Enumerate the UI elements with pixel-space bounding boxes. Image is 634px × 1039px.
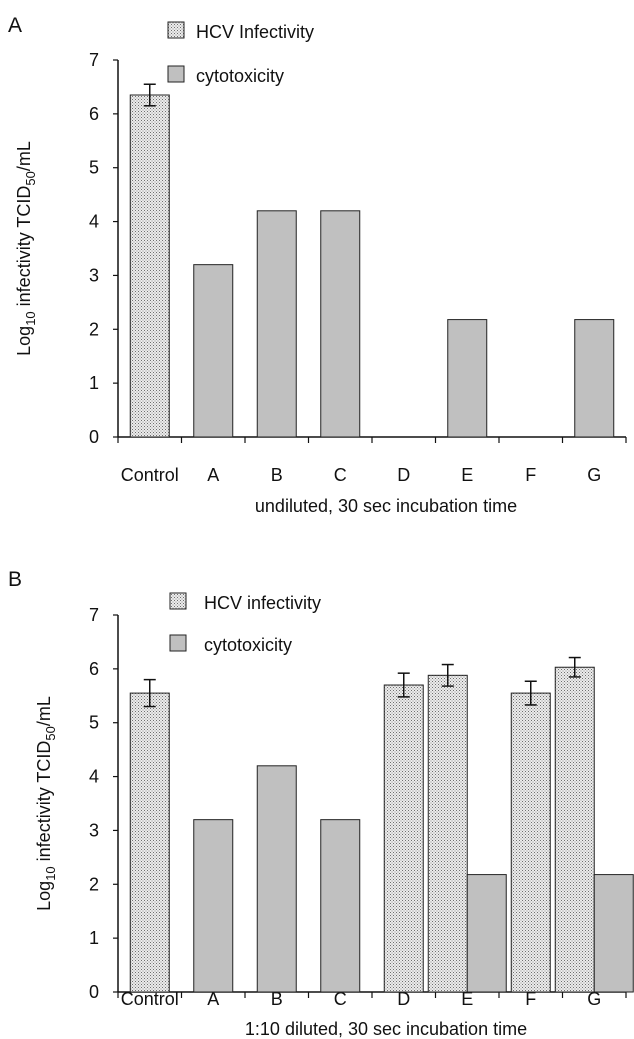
x-axis-title: 1:10 diluted, 30 sec incubation time — [245, 1019, 527, 1039]
y-axis-title-part: /mL — [14, 141, 34, 171]
y-tick-label: 3 — [89, 820, 99, 840]
y-tick-label: 0 — [89, 982, 99, 1002]
legend-label: cytotoxicity — [204, 635, 292, 655]
x-tick-label: B — [271, 989, 283, 1009]
legend-label: HCV infectivity — [204, 593, 321, 613]
legend-label: cytotoxicity — [196, 66, 284, 86]
y-axis-title-part: 50 — [23, 171, 38, 185]
y-tick-label: 1 — [89, 373, 99, 393]
x-tick-label: B — [271, 465, 283, 485]
legend-swatch — [169, 634, 187, 652]
legend-swatch — [167, 21, 185, 39]
y-tick-label: 7 — [89, 50, 99, 70]
x-tick-label: Control — [121, 989, 179, 1009]
bar-hcv-infectivity-control — [129, 692, 170, 993]
y-axis-title: Log10 infectivity TCID50/mL — [14, 141, 38, 356]
legend-swatch — [169, 592, 187, 610]
x-tick-label: C — [334, 989, 347, 1009]
bar-cytotoxicity-c — [320, 819, 361, 993]
x-tick-label: A — [207, 989, 219, 1009]
y-axis-title-part: 10 — [43, 866, 58, 880]
x-tick-label: G — [587, 989, 601, 1009]
y-tick-label: 2 — [89, 874, 99, 894]
x-tick-label: F — [525, 989, 536, 1009]
y-tick-label: 4 — [89, 767, 99, 787]
bar-cytotoxicity-e — [447, 319, 488, 438]
y-axis-title-part: Log — [14, 326, 34, 356]
bar-cytotoxicity-e — [466, 874, 507, 993]
y-tick-label: 6 — [89, 659, 99, 679]
bar-cytotoxicity-c — [320, 210, 361, 438]
panel-label: A — [8, 14, 22, 37]
bar-hcv-infectivity-g — [554, 666, 595, 993]
x-tick-label: D — [397, 989, 410, 1009]
y-tick-label: 5 — [89, 158, 99, 178]
y-tick-label: 6 — [89, 104, 99, 124]
y-tick-label: 0 — [89, 427, 99, 447]
bar-cytotoxicity-b — [256, 765, 297, 993]
chart-panel-A: A 0 1 2 3 4 5 6 7 Control A B C D E F G HCV Infectivity cy… — [8, 14, 627, 516]
y-tick-label: 5 — [89, 713, 99, 733]
y-tick-label: 4 — [89, 212, 99, 232]
y-axis-title-part: Log — [34, 881, 54, 911]
x-tick-label: C — [334, 465, 347, 485]
x-tick-label: D — [397, 465, 410, 485]
y-axis-title-part: 10 — [23, 311, 38, 325]
bar-hcv-infectivity-f — [510, 692, 551, 993]
y-axis-title-part: infectivity TCID — [34, 741, 54, 867]
x-tick-label: G — [587, 465, 601, 485]
bar-hcv-infectivity-control — [129, 94, 170, 438]
x-tick-label: E — [461, 465, 473, 485]
y-axis-title-part: 50 — [43, 726, 58, 740]
x-tick-label: F — [525, 465, 536, 485]
legend-label: HCV Infectivity — [196, 22, 314, 42]
bar-cytotoxicity-b — [256, 210, 297, 438]
y-axis-title-part: /mL — [34, 696, 54, 726]
bar-cytotoxicity-g — [574, 319, 615, 438]
legend-swatch — [167, 65, 185, 83]
chart-panel-B: B 0 1 2 3 4 5 6 7 Control A B C D E F G HCV infectivity cy… — [8, 568, 634, 1039]
y-axis-title-part: infectivity TCID — [14, 186, 34, 312]
y-tick-label: 2 — [89, 319, 99, 339]
y-tick-label: 3 — [89, 265, 99, 285]
y-tick-label: 7 — [89, 605, 99, 625]
x-tick-label: E — [461, 989, 473, 1009]
panel-label: B — [8, 568, 22, 591]
x-tick-label: Control — [121, 465, 179, 485]
bar-hcv-infectivity-d — [383, 684, 424, 993]
y-tick-label: 1 — [89, 928, 99, 948]
bar-cytotoxicity-g — [593, 874, 634, 993]
x-axis-title: undiluted, 30 sec incubation time — [255, 496, 517, 516]
bar-cytotoxicity-a — [193, 819, 234, 993]
bar-cytotoxicity-a — [193, 264, 234, 438]
bar-hcv-infectivity-e — [427, 674, 468, 993]
x-tick-label: A — [207, 465, 219, 485]
y-axis-title: Log10 infectivity TCID50/mL — [34, 696, 58, 911]
